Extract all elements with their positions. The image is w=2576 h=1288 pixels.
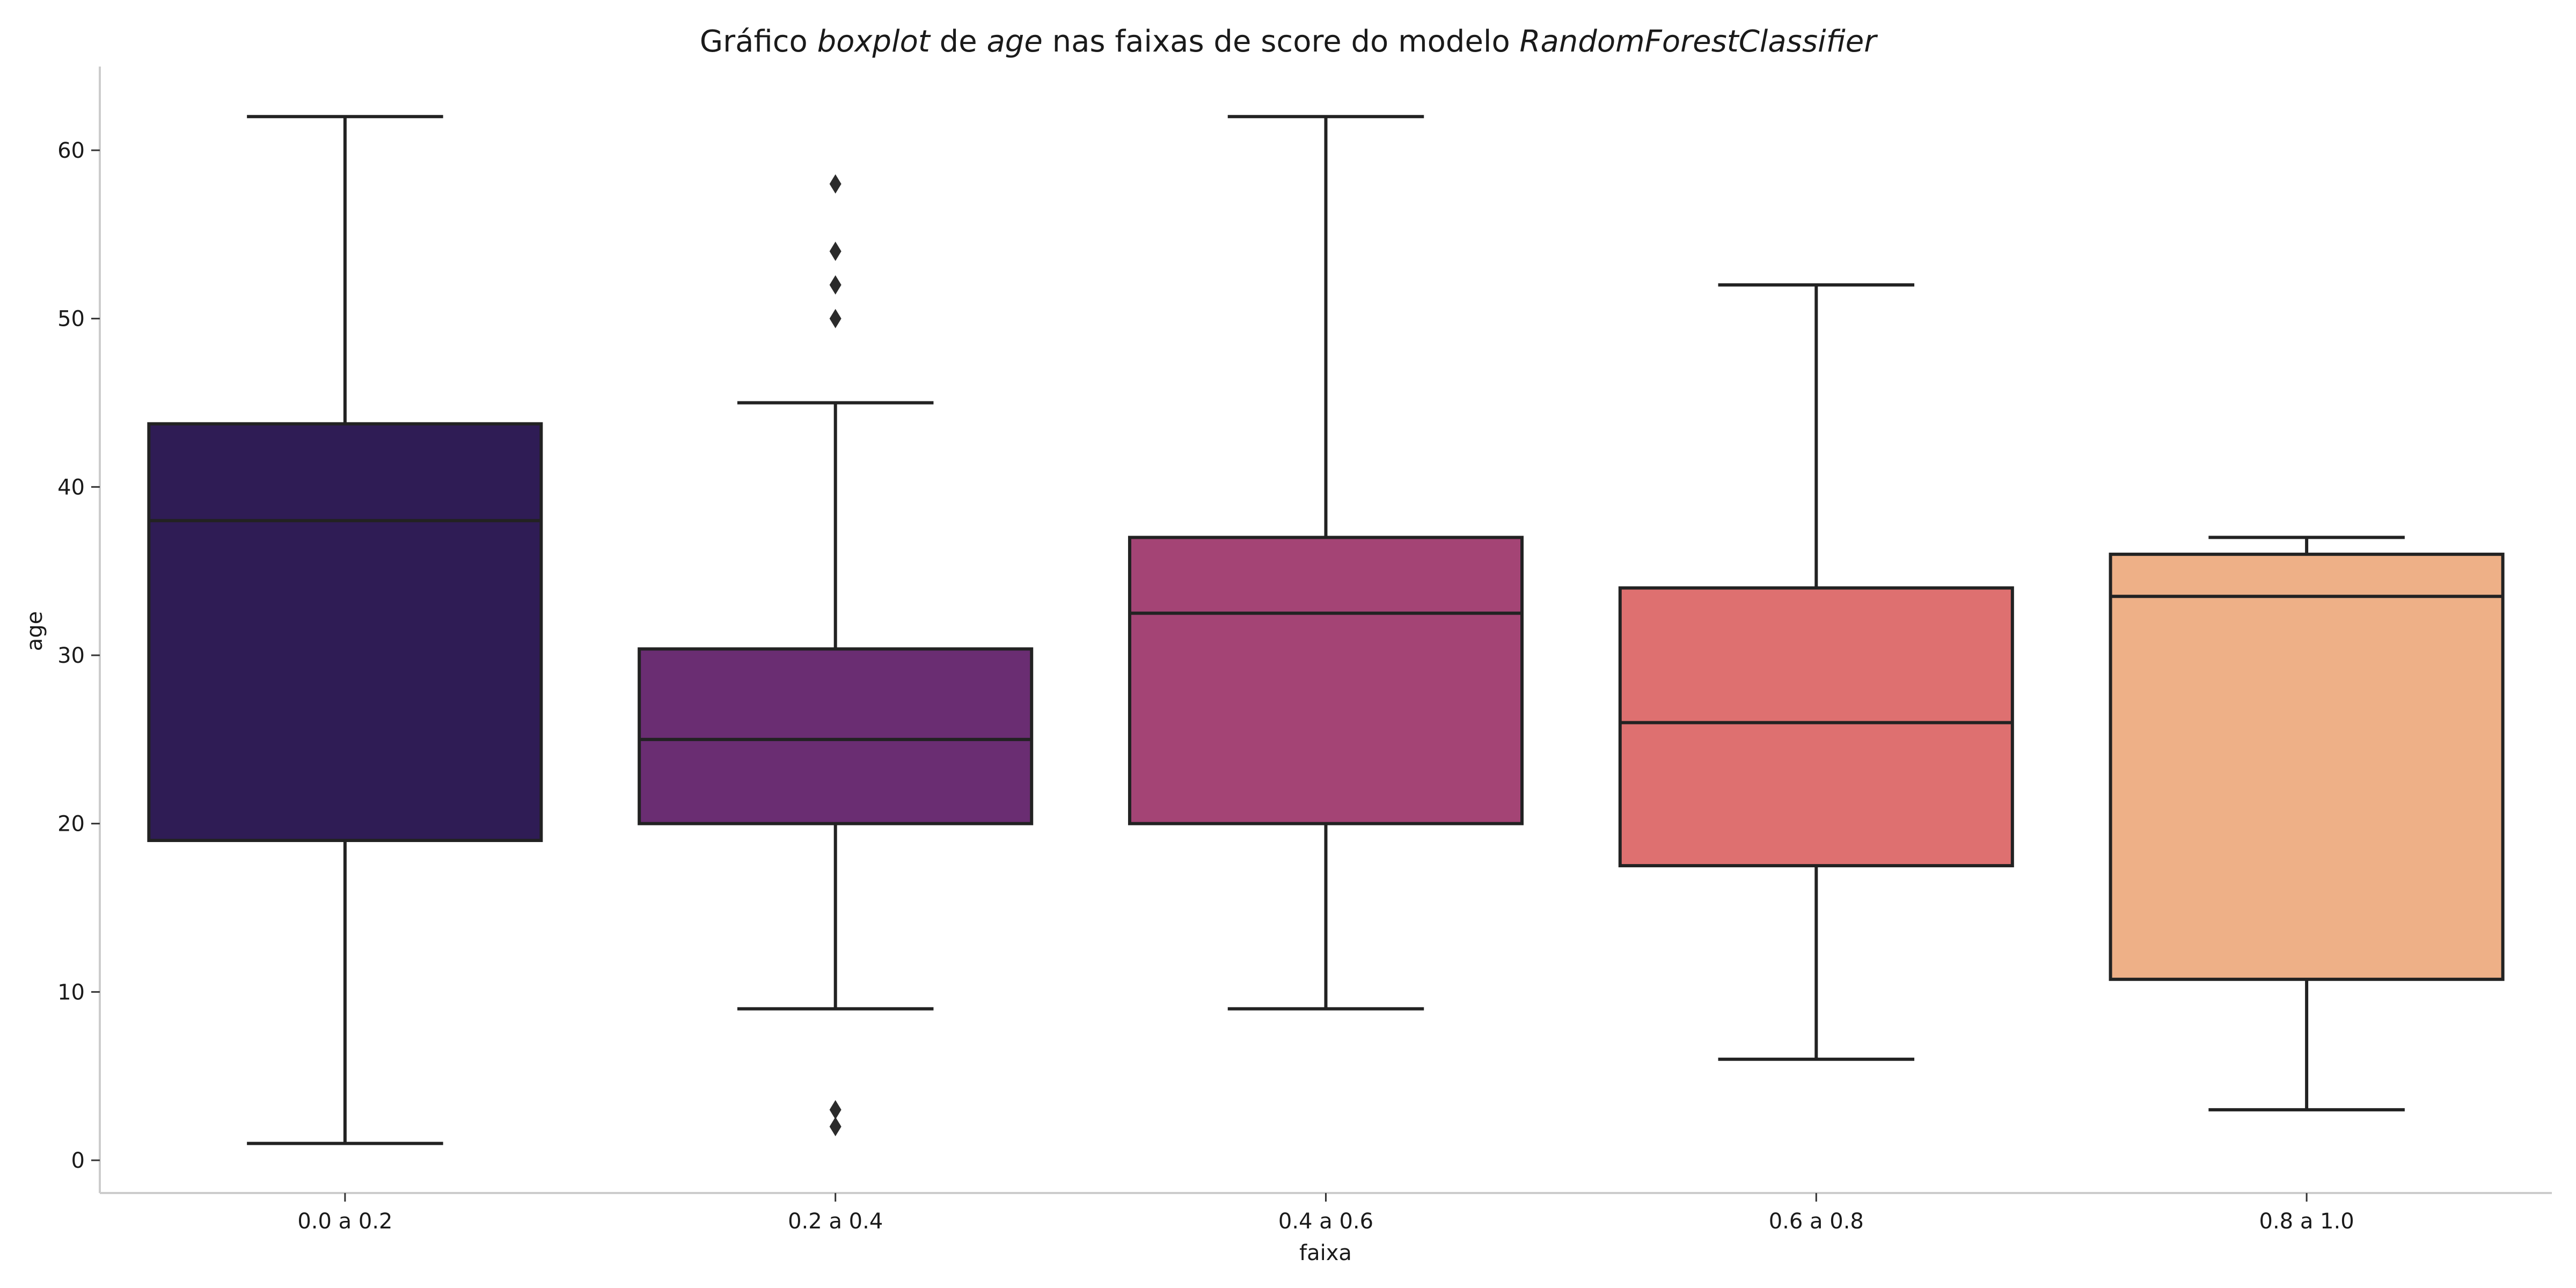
x-tick-label: 0.6 a 0.8 [1769, 1209, 1864, 1234]
chart-title-part: Gráfico [700, 24, 817, 59]
axes: 0 10 20 30 40 50 60 0.0 a 0.2 0.2 a 0.4 0.4 a 0.6… [57, 67, 2552, 1234]
box-group [2109, 536, 2505, 1111]
x-tick-label: 0.2 a 0.4 [788, 1209, 883, 1234]
x-tick-label: 0.8 a 1.0 [2259, 1209, 2354, 1234]
boxes [147, 115, 2505, 1145]
x-axis-label: faixa [1299, 1241, 1352, 1265]
iqr-box [147, 422, 543, 843]
chart-title-part: nas faixas de score do modelo [1043, 24, 1520, 59]
y-tick-label: 0 [71, 1148, 85, 1173]
box-group [1128, 115, 1524, 1011]
iqr-box [638, 647, 1034, 825]
outlier-point [829, 1117, 841, 1137]
outlier-point [829, 174, 841, 194]
iqr-box [1128, 536, 1524, 825]
outlier-point [829, 1100, 841, 1119]
y-axis-label: age [23, 611, 47, 652]
chart-title-part: boxplot [817, 24, 931, 59]
y-tick-label: 40 [57, 475, 85, 500]
chart-title-part: age [986, 24, 1042, 59]
y-tick-label: 60 [57, 138, 85, 163]
chart-title-part: de [930, 24, 987, 59]
box-group [638, 174, 1034, 1137]
chart-title: Gráfico boxplot de age nas faixas de sco… [700, 24, 1878, 59]
x-tick-label: 0.4 a 0.6 [1278, 1209, 1373, 1234]
box-group [147, 115, 543, 1145]
iqr-box [1618, 586, 2014, 868]
x-tick-label: 0.0 a 0.2 [297, 1209, 392, 1234]
y-tick-label: 10 [57, 980, 85, 1005]
iqr-box [2109, 552, 2505, 981]
box-group [1618, 283, 2014, 1061]
outlier-point [829, 275, 841, 295]
y-tick-label: 30 [57, 643, 85, 668]
chart-title-part: RandomForestClassifier [1520, 24, 1878, 59]
y-tick-label: 20 [57, 812, 85, 837]
outlier-point [829, 309, 841, 328]
outlier-point [829, 241, 841, 261]
y-tick-label: 50 [57, 307, 85, 332]
